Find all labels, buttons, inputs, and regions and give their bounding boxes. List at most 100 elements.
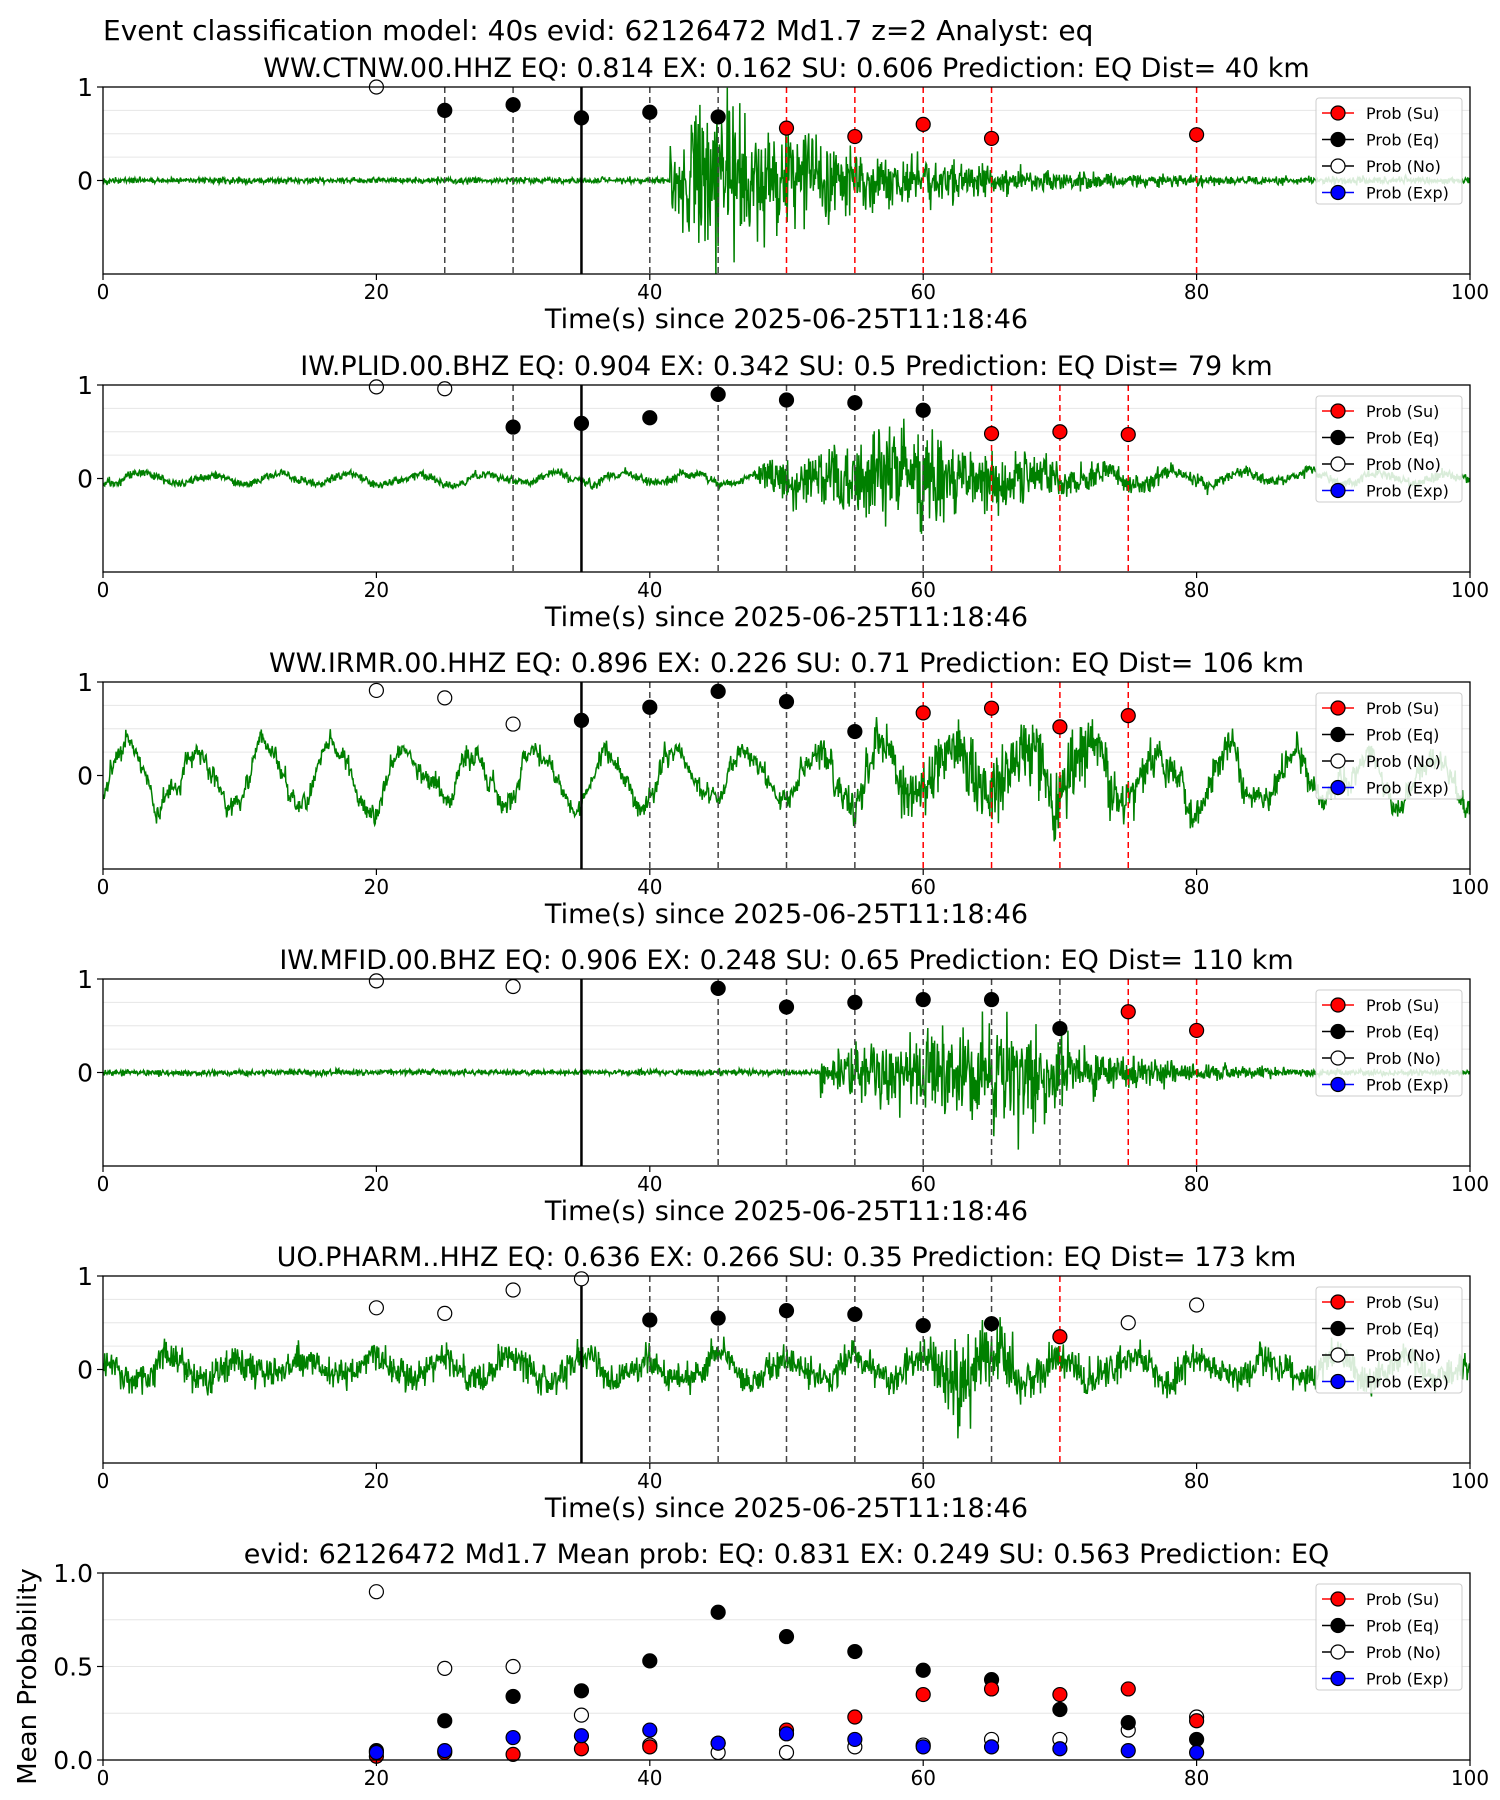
panel-title: WW.IRMR.00.HHZ EQ: 0.896 EX: 0.226 SU: 0… (269, 648, 1304, 679)
prob-su-point (983, 130, 1000, 147)
prob-eq-point (573, 712, 590, 728)
y-tick-label: 0 (77, 1059, 93, 1088)
x-tick-label: 0 (97, 1469, 110, 1493)
legend-label: Prob (Exp) (1366, 1670, 1449, 1689)
prob-eq-point (573, 1683, 590, 1699)
legend-label: Prob (Exp) (1366, 184, 1449, 203)
prob-exp-point (847, 1731, 863, 1748)
prob-su-point (983, 426, 1000, 442)
prob-exp-point (505, 1729, 521, 1746)
y-tick-label: 0.5 (53, 1653, 93, 1682)
plot-area (103, 385, 1470, 572)
prob-su-point (847, 128, 863, 145)
x-tick-label: 80 (1184, 1766, 1209, 1790)
legend-box (1315, 692, 1463, 800)
prob-eq-point (983, 991, 1000, 1008)
prob-exp-point (642, 1722, 658, 1738)
legend-marker (1330, 753, 1346, 769)
legend-label: Prob (Exp) (1366, 482, 1449, 501)
legend-marker (1330, 456, 1346, 472)
prob-eq-point (983, 1316, 1000, 1332)
x-tick-label: 80 (1184, 578, 1209, 602)
legend-marker (1330, 997, 1346, 1013)
prob-eq-point (778, 392, 795, 408)
prob-eq-point (710, 109, 726, 125)
legend-box (1315, 1286, 1463, 1394)
x-tick-label: 20 (364, 875, 389, 899)
legend-label: Prob (Eq) (1366, 429, 1439, 448)
prob-exp-point (1188, 1744, 1205, 1761)
prob-eq-point (573, 415, 590, 431)
prob-no-point (368, 973, 384, 989)
x-tick-label: 40 (637, 578, 662, 602)
x-tick-label: 60 (910, 578, 935, 602)
prob-exp-point (983, 1739, 1000, 1755)
prob-su-point (1188, 1713, 1205, 1729)
prob-eq-point (1052, 1701, 1068, 1718)
prob-su-point (642, 1739, 658, 1755)
legend: Prob (Su) Prob (Eq) Prob (No) Prob (Exp) (1315, 395, 1463, 503)
prob-eq-point (710, 386, 726, 402)
prob-su-point (1120, 1681, 1136, 1697)
x-tick-label: 100 (1451, 280, 1489, 304)
x-tick-label: 40 (637, 280, 662, 304)
legend-marker (1330, 1644, 1346, 1660)
y-tick-label: 0 (77, 465, 93, 494)
legend-label: Prob (Su) (1366, 1590, 1439, 1609)
legend-box (1315, 989, 1463, 1097)
legend-label: Prob (Su) (1366, 402, 1439, 421)
prob-eq-point (915, 991, 931, 1008)
prob-exp-point (778, 1726, 795, 1742)
x-tick-label: 20 (364, 1469, 389, 1493)
prob-su-point (915, 116, 931, 133)
prob-eq-point (847, 1643, 863, 1660)
prob-su-point (983, 1681, 1000, 1697)
y-tick-label: 0.0 (53, 1746, 93, 1775)
prob-eq-point (505, 419, 521, 435)
plot-area (103, 1619, 1470, 1714)
legend-label: Prob (Su) (1366, 699, 1439, 718)
legend-label: Prob (Su) (1366, 1293, 1439, 1312)
x-tick-label: 100 (1451, 1766, 1489, 1790)
prob-exp-point (710, 1735, 726, 1751)
prob-eq-point (915, 1662, 931, 1678)
legend-marker (1330, 131, 1346, 148)
x-axis-label: Time(s) since 2025-06-25T11:18:46 (544, 899, 1028, 930)
legend: Prob (Su) Prob (Eq) Prob (No) Prob (Exp) (1315, 97, 1463, 205)
legend: Prob (Su) Prob (Eq) Prob (No) Prob (Exp) (1315, 1286, 1463, 1394)
prob-eq-point (642, 1653, 658, 1669)
legend-marker (1330, 1294, 1346, 1310)
prob-no-point (437, 1660, 453, 1676)
prob-su-point (1188, 1022, 1205, 1039)
legend-marker (1330, 429, 1346, 446)
legend-label: Prob (Exp) (1366, 1373, 1449, 1392)
panel-4: IW.MFID.00.BHZ EQ: 0.906 EX: 0.248 SU: 0… (77, 945, 1489, 1227)
legend-label: Prob (No) (1366, 157, 1441, 176)
panel-6: evid: 62126472 Md1.7 Mean prob: EQ: 0.83… (13, 1539, 1489, 1790)
prob-no-point (437, 381, 453, 397)
prob-no-point (437, 1305, 453, 1322)
x-tick-label: 40 (637, 1766, 662, 1790)
prob-eq-point (847, 1306, 863, 1322)
prob-eq-point (847, 723, 863, 740)
legend-marker (1330, 1617, 1346, 1634)
prob-su-point (1120, 708, 1136, 724)
prob-eq-point (778, 694, 795, 710)
prob-eq-point (710, 683, 726, 699)
panel-3: WW.IRMR.00.HHZ EQ: 0.896 EX: 0.226 SU: 0… (77, 648, 1489, 930)
legend-marker (1330, 700, 1346, 716)
prob-no-point (1120, 1315, 1136, 1331)
prob-no-point (368, 379, 384, 395)
x-tick-label: 60 (910, 1172, 935, 1196)
x-tick-label: 80 (1184, 280, 1209, 304)
x-tick-label: 60 (910, 875, 935, 899)
x-tick-label: 0 (97, 1766, 110, 1790)
prob-su-point (1120, 1004, 1136, 1020)
x-tick-label: 80 (1184, 875, 1209, 899)
prob-eq-point (778, 1628, 795, 1645)
legend-marker (1330, 1023, 1346, 1040)
panel-title: IW.MFID.00.BHZ EQ: 0.906 EX: 0.248 SU: 0… (279, 945, 1293, 976)
x-tick-label: 0 (97, 280, 110, 304)
x-tick-label: 0 (97, 875, 110, 899)
panel-1: WW.CTNW.00.HHZ EQ: 0.814 EX: 0.162 SU: 0… (77, 53, 1489, 335)
